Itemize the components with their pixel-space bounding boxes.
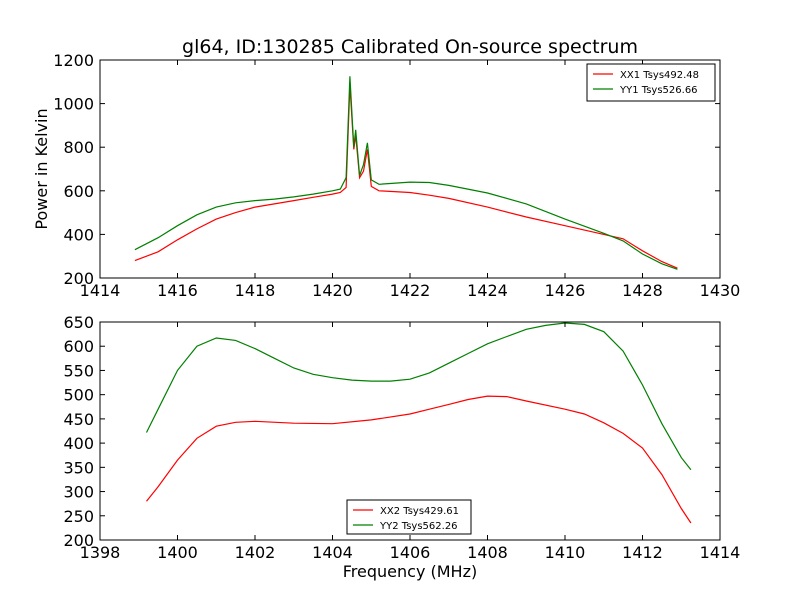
top-y-tick-label: 1000 [53, 95, 94, 114]
top-legend-label-1: XX1 Tsys492.48 [620, 70, 699, 81]
bottom-y-tick-label: 250 [63, 507, 94, 526]
top-x-tick-label: 1420 [312, 281, 353, 300]
bottom-series-line-1 [146, 395, 692, 524]
top-y-tick-label: 400 [63, 225, 94, 244]
top-y-axis-label: Power in Kelvin [32, 108, 51, 229]
bottom-x-tick-label: 1398 [80, 543, 121, 562]
top-x-tick-label: 1422 [390, 281, 431, 300]
bottom-x-tick-label: 1402 [235, 543, 276, 562]
bottom-y-tick-label: 650 [63, 313, 94, 332]
bottom-x-tick-label: 1406 [390, 543, 431, 562]
bottom-x-tick-label: 1414 [700, 543, 741, 562]
bottom-plot: 1398 1400 1402 1404 1406 1408 1410 1412 1414 200 2… [63, 313, 740, 562]
bottom-y-tick-label: 600 [63, 337, 94, 356]
top-x-tick-label: 1414 [80, 281, 121, 300]
bottom-x-tick-label: 1404 [312, 543, 353, 562]
top-x-tick-label: 1426 [545, 281, 586, 300]
bottom-legend: XX2 Tsys429.61 YY2 Tsys562.26 [346, 499, 472, 535]
bottom-y-tick-label: 400 [63, 434, 94, 453]
top-legend-box [586, 63, 716, 102]
bottom-x-tick-label: 1408 [467, 543, 508, 562]
top-x-tick-label: 1428 [622, 281, 663, 300]
top-x-tick-label: 1430 [700, 281, 741, 300]
bottom-x-tick-label: 1410 [545, 543, 586, 562]
top-y-tick-label: 600 [63, 182, 94, 201]
top-y-tick-label: 200 [63, 269, 94, 288]
bottom-x-tick-label: 1412 [622, 543, 663, 562]
bottom-y-tick-label: 200 [63, 531, 94, 550]
bottom-y-tick-label: 300 [63, 483, 94, 502]
bottom-y-tick-label: 550 [63, 361, 94, 380]
bottom-series-line-2 [145, 322, 692, 471]
top-x-tick-label: 1424 [467, 281, 508, 300]
top-plot: 1414 1416 1418 1420 1422 1424 1426 1428 1430 200 4… [53, 51, 740, 300]
chart-title: gl64, ID:130285 Calibrated On-source spe… [182, 36, 638, 58]
bottom-legend-label-2: YY2 Tsys562.26 [379, 521, 458, 532]
top-legend: XX1 Tsys492.48 YY1 Tsys526.66 [586, 63, 716, 102]
top-y-tick-label: 800 [63, 138, 94, 157]
bottom-y-tick-label: 350 [63, 458, 94, 477]
bottom-y-tick-label: 450 [63, 410, 94, 429]
bottom-legend-label-1: XX2 Tsys429.61 [380, 506, 459, 517]
bottom-legend-box [346, 499, 472, 535]
top-y-tick-label: 1200 [53, 51, 94, 70]
bottom-x-axis-label: Frequency (MHz) [343, 562, 477, 581]
top-series-line-2 [134, 76, 678, 270]
top-x-tick-label: 1416 [157, 281, 198, 300]
top-legend-label-2: YY1 Tsys526.66 [619, 85, 698, 96]
bottom-x-tick-label: 1400 [157, 543, 198, 562]
top-x-tick-label: 1418 [235, 281, 276, 300]
bottom-y-tick-label: 500 [63, 386, 94, 405]
